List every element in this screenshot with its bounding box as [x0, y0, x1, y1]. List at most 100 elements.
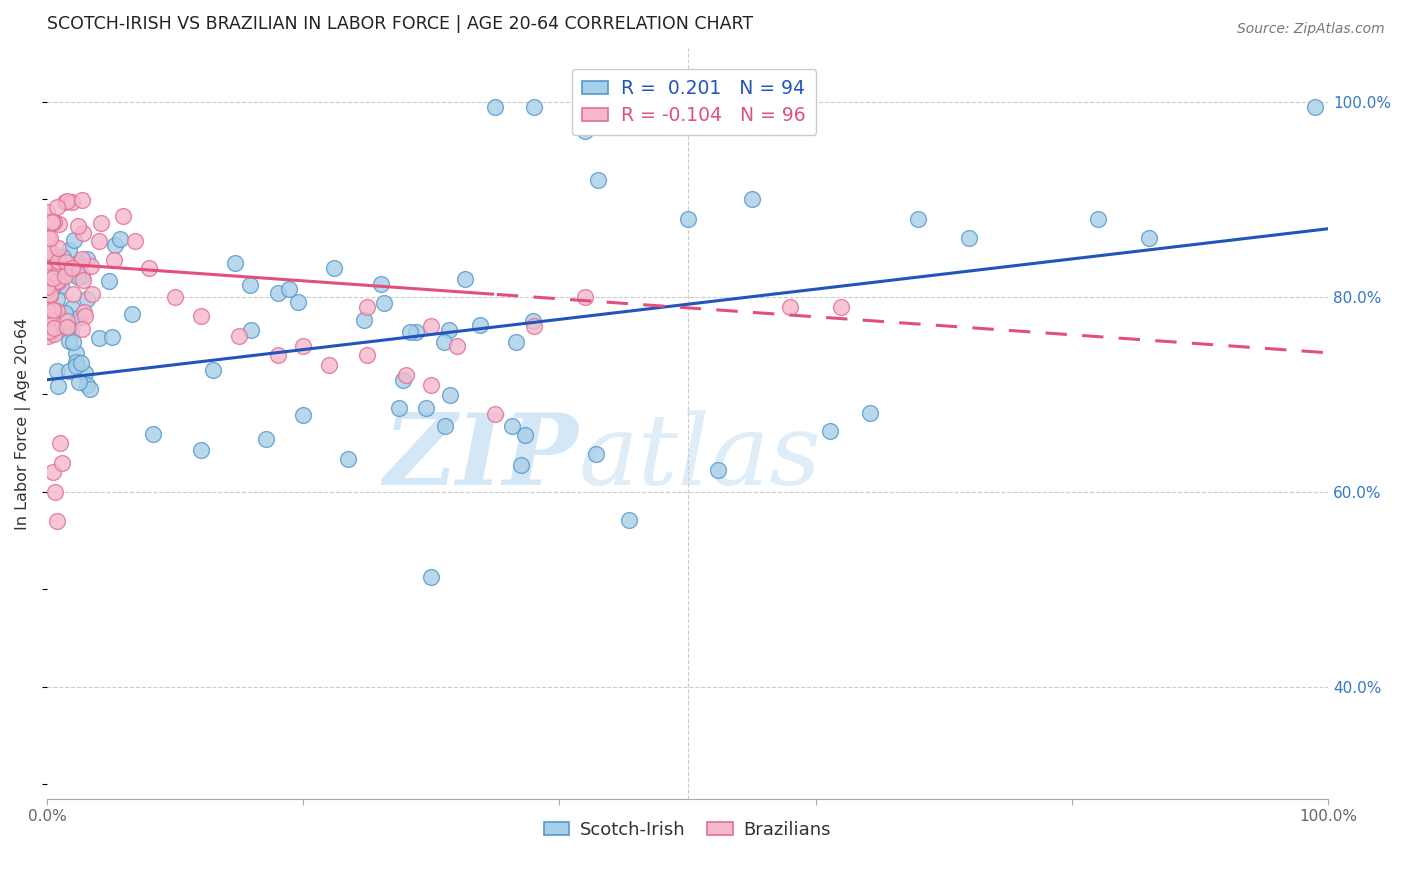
Point	[37, 251, 59, 265]
Point	[55, 255, 77, 269]
Point	[586, 173, 609, 187]
Point	[65, 355, 87, 369]
Point	[75, 309, 97, 323]
Point	[38, 310, 60, 325]
Point	[287, 294, 309, 309]
Point	[370, 277, 392, 291]
Point	[73, 304, 96, 318]
Point	[72, 273, 94, 287]
Point	[60, 195, 83, 210]
Point	[1305, 100, 1327, 114]
Point	[46, 276, 69, 290]
Point	[37, 259, 59, 273]
Point	[45, 200, 67, 214]
Point	[484, 407, 506, 421]
Text: Source: ZipAtlas.com: Source: ZipAtlas.com	[1237, 22, 1385, 37]
Point	[41, 283, 63, 297]
Point	[53, 306, 76, 320]
Point	[60, 301, 83, 315]
Point	[830, 300, 852, 314]
Point	[35, 264, 58, 278]
Point	[419, 570, 441, 584]
Point	[405, 326, 427, 340]
Point	[79, 382, 101, 396]
Point	[80, 286, 103, 301]
Point	[42, 215, 65, 229]
Point	[110, 231, 132, 245]
Point	[373, 296, 395, 310]
Point	[957, 231, 980, 245]
Point	[121, 307, 143, 321]
Point	[41, 273, 63, 287]
Point	[523, 100, 546, 114]
Point	[190, 443, 212, 458]
Point	[58, 318, 80, 333]
Point	[39, 318, 62, 332]
Point	[858, 406, 880, 420]
Point	[37, 244, 59, 259]
Point	[138, 260, 160, 275]
Point	[907, 212, 929, 227]
Point	[112, 210, 135, 224]
Legend: Scotch-Irish, Brazilians: Scotch-Irish, Brazilians	[537, 814, 838, 847]
Point	[90, 216, 112, 230]
Point	[433, 334, 456, 349]
Point	[65, 346, 87, 360]
Point	[101, 330, 124, 344]
Point	[454, 272, 477, 286]
Point	[39, 288, 62, 302]
Point	[484, 100, 506, 114]
Point	[63, 233, 86, 247]
Point	[80, 259, 103, 273]
Point	[58, 364, 80, 378]
Point	[37, 247, 59, 261]
Point	[72, 226, 94, 240]
Point	[35, 205, 58, 219]
Point	[39, 326, 62, 341]
Point	[446, 339, 468, 353]
Point	[240, 323, 263, 337]
Point	[388, 401, 411, 415]
Point	[39, 231, 62, 245]
Point	[44, 321, 66, 335]
Point	[38, 324, 60, 338]
Point	[49, 279, 72, 293]
Point	[574, 290, 596, 304]
Point	[707, 463, 730, 477]
Point	[39, 247, 62, 261]
Point	[501, 419, 523, 434]
Point	[48, 217, 70, 231]
Point	[42, 271, 65, 285]
Point	[439, 388, 461, 402]
Point	[46, 241, 69, 255]
Point	[676, 212, 699, 227]
Point	[323, 260, 346, 275]
Point	[49, 260, 72, 274]
Point	[37, 231, 59, 245]
Point	[87, 331, 110, 345]
Point	[617, 513, 640, 527]
Point	[35, 226, 58, 240]
Point	[201, 362, 224, 376]
Point	[353, 313, 375, 327]
Point	[58, 243, 80, 257]
Point	[820, 425, 842, 439]
Point	[523, 319, 546, 334]
Text: atlas: atlas	[579, 409, 821, 505]
Point	[41, 273, 63, 287]
Point	[56, 194, 79, 209]
Point	[509, 458, 531, 472]
Point	[46, 514, 69, 528]
Point	[437, 323, 460, 337]
Point	[45, 292, 67, 306]
Point	[398, 325, 420, 339]
Point	[468, 318, 491, 333]
Point	[49, 436, 72, 450]
Point	[73, 366, 96, 380]
Point	[37, 328, 59, 343]
Point	[46, 274, 69, 288]
Point	[58, 334, 80, 348]
Point	[70, 252, 93, 267]
Point	[1137, 231, 1160, 245]
Point	[62, 268, 84, 282]
